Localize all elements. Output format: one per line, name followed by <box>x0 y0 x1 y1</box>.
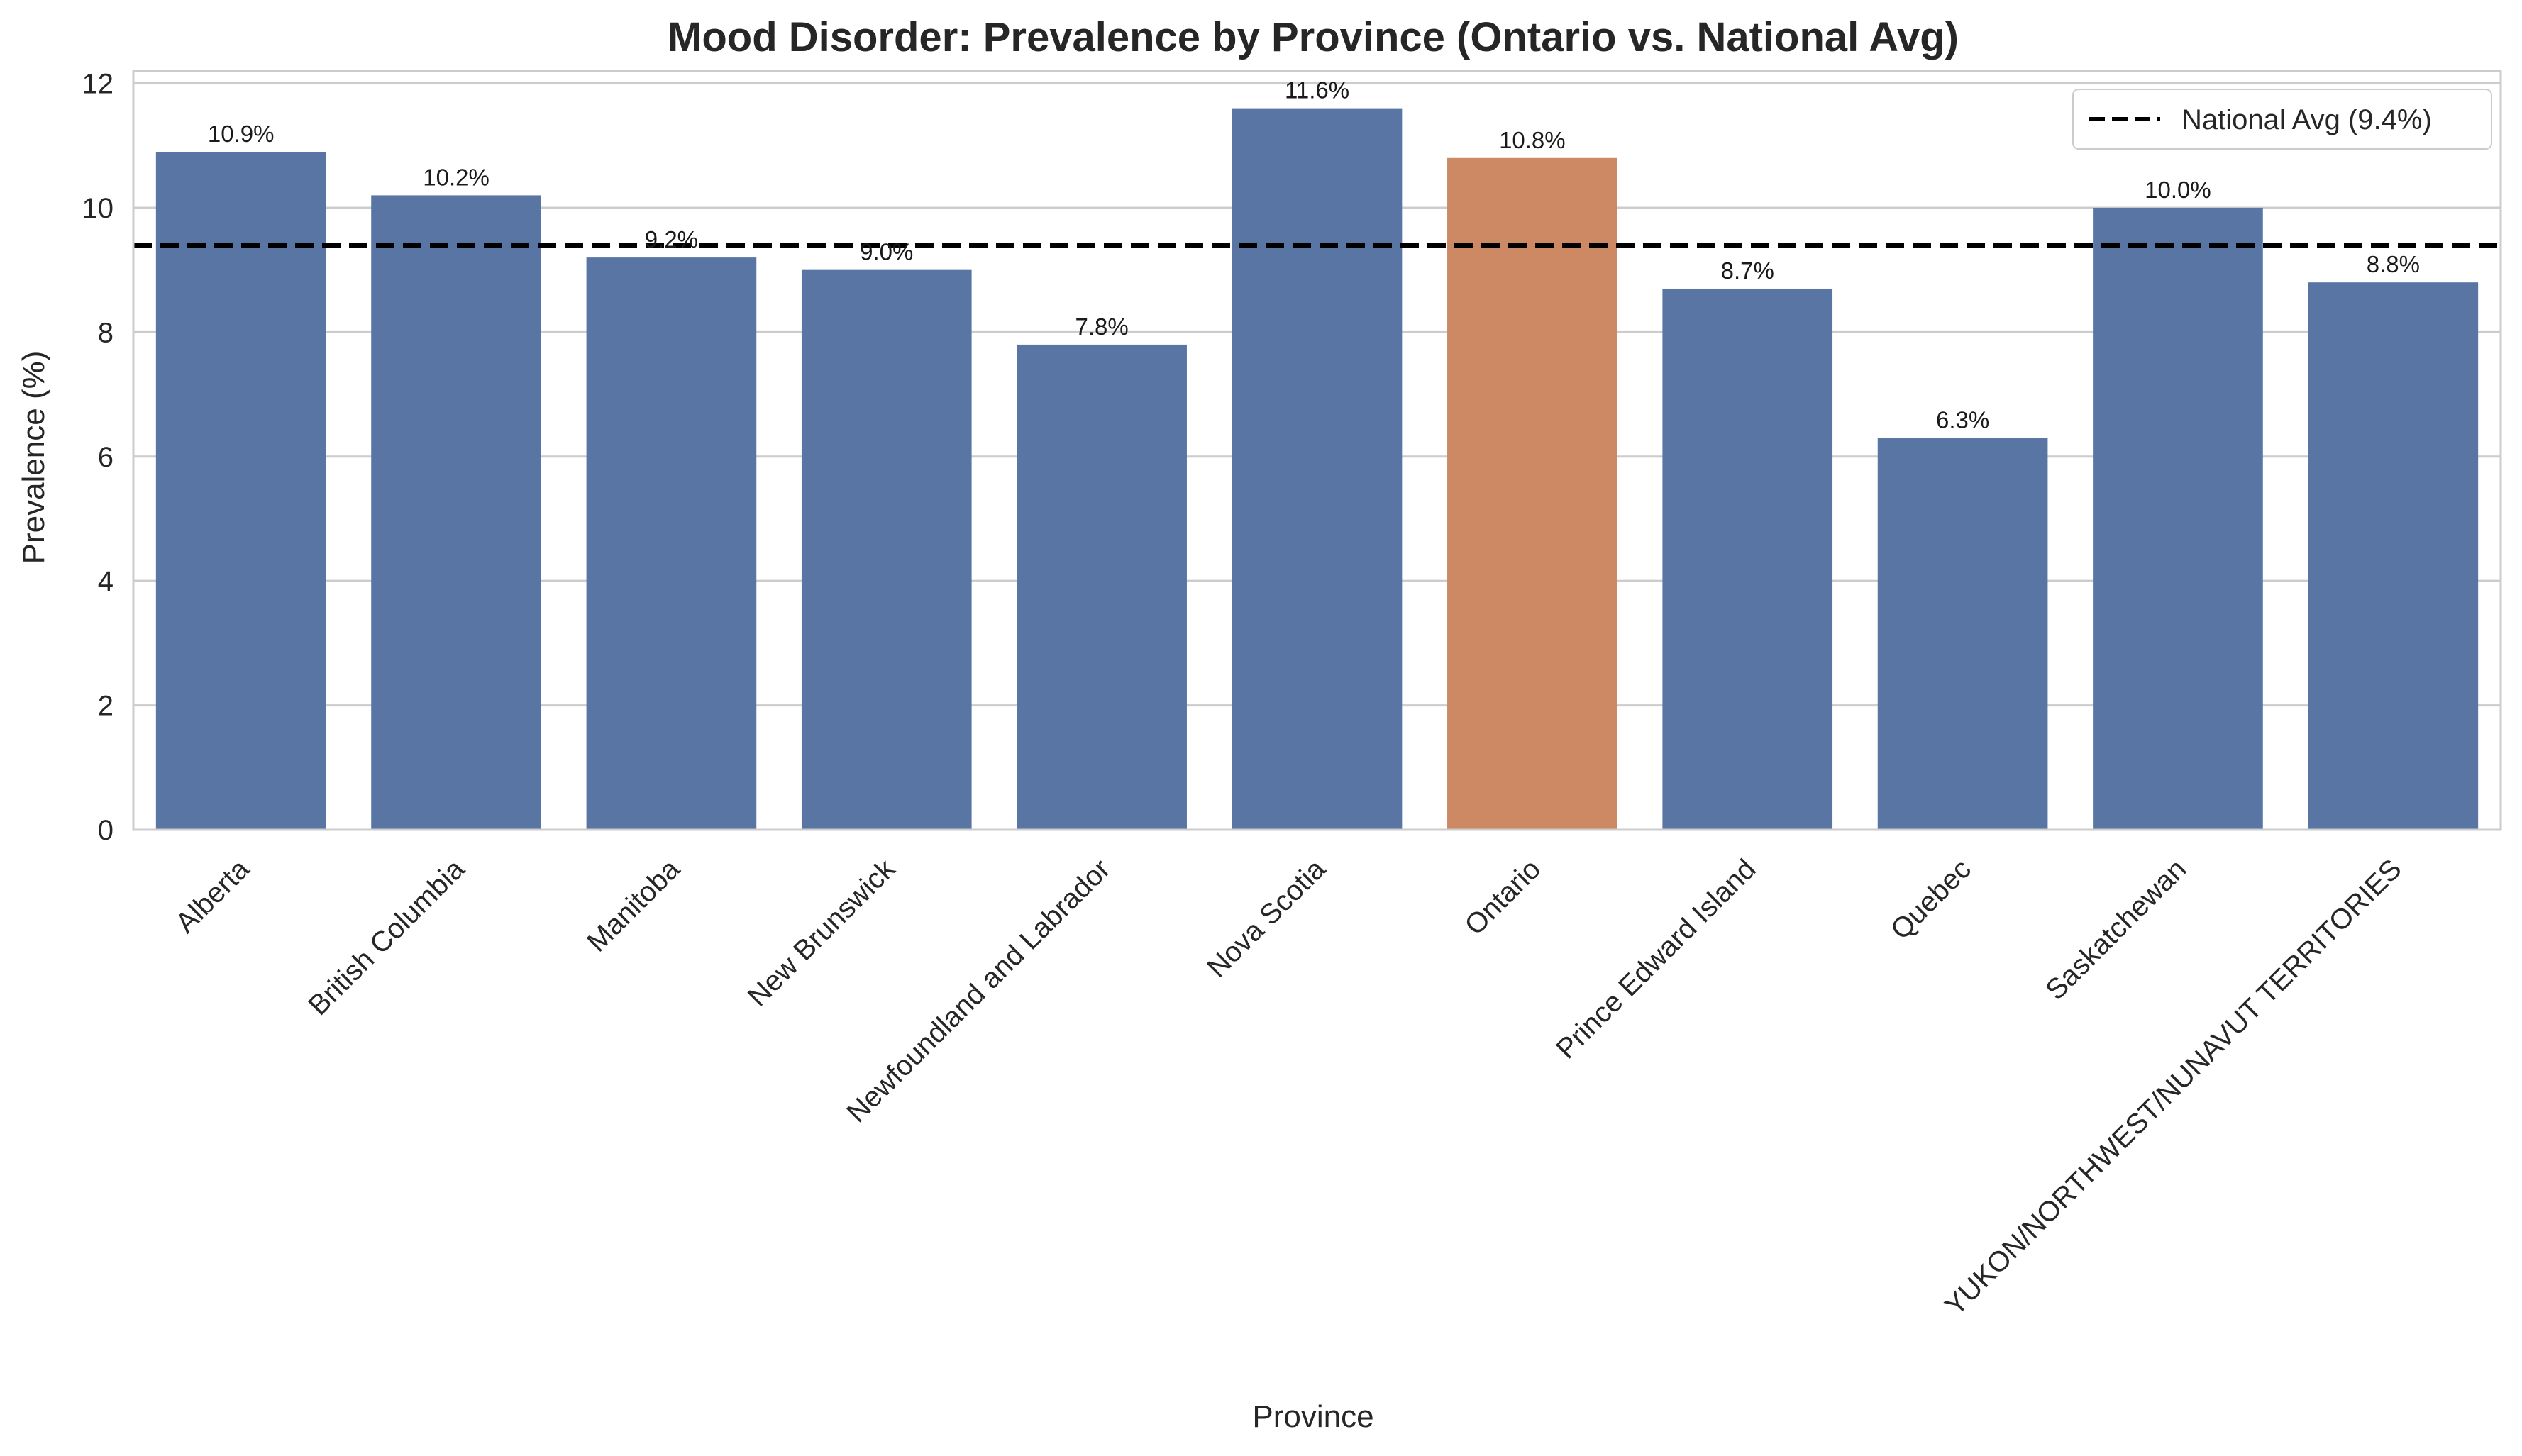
data-label: 9.2% <box>645 226 698 252</box>
x-tick-labels: Alberta British Columbia Manitoba New Bruns… <box>170 853 2407 1322</box>
x-tick-label: Alberta <box>170 853 255 939</box>
y-tick-label: 12 <box>82 69 114 100</box>
bar <box>1877 438 2048 830</box>
data-label: 10.2% <box>423 164 490 190</box>
bar <box>2093 207 2263 830</box>
y-tick-label: 0 <box>98 815 114 846</box>
bar <box>2308 282 2479 830</box>
x-tick-label: Saskatchewan <box>2040 853 2192 1006</box>
x-axis-label: Province <box>1252 1399 1373 1434</box>
y-tick-label: 4 <box>98 566 114 597</box>
y-tick-label: 8 <box>98 317 114 348</box>
bars <box>155 108 2479 830</box>
x-tick-label: Ontario <box>1459 853 1547 941</box>
x-tick-label: British Columbia <box>302 853 471 1022</box>
legend-label-national-average: National Avg (9.4%) <box>2181 104 2432 135</box>
bar <box>1447 157 1617 830</box>
data-label: 8.7% <box>1721 257 1774 284</box>
x-tick-label: Nova Scotia <box>1201 853 1332 984</box>
x-tick-label: New Brunswick <box>742 853 902 1013</box>
data-label: 10.9% <box>208 121 275 147</box>
x-tick-label: Newfoundland and Labrador <box>841 853 1116 1128</box>
x-tick-label: Quebec <box>1885 853 1977 945</box>
data-label: 10.8% <box>1499 127 1566 153</box>
y-tick-label: 10 <box>82 193 114 224</box>
bar <box>586 257 757 830</box>
data-label: 6.3% <box>1936 406 1989 433</box>
plot-frame <box>132 70 2502 831</box>
bar <box>371 195 541 830</box>
data-label: 9.0% <box>860 239 913 265</box>
chart-title: Mood Disorder: Prevalence by Province (O… <box>668 14 1959 60</box>
data-label: 8.8% <box>2367 251 2420 277</box>
data-label: 7.8% <box>1075 313 1129 340</box>
bar <box>1232 108 1403 830</box>
legend-box <box>2072 89 2492 150</box>
data-label: 11.6% <box>1285 77 1349 104</box>
x-tick-label: Manitoba <box>581 853 686 958</box>
y-tick-labels: 0 2 4 6 8 10 12 <box>82 69 114 846</box>
legend: National Avg (9.4%) <box>2072 89 2492 150</box>
y-tick-label: 6 <box>98 442 114 473</box>
bar <box>155 152 326 830</box>
x-tick-label: Prince Edward Island <box>1550 853 1761 1065</box>
bar <box>801 269 972 830</box>
bar <box>1017 344 1187 830</box>
data-label: 10.0% <box>2145 177 2211 203</box>
y-axis-label: Prevalence (%) <box>16 351 51 565</box>
bar <box>1662 288 1833 830</box>
y-tick-label: 2 <box>98 691 114 722</box>
data-labels: 10.9% 10.2% 9.2% 9.0% 7.8% 11.6% 10.8% 8.7% 6.3%… <box>208 77 2420 433</box>
x-tick-label: YUKON/NORTHWEST/NUNAVUT TERRITORIES <box>1939 853 2407 1321</box>
